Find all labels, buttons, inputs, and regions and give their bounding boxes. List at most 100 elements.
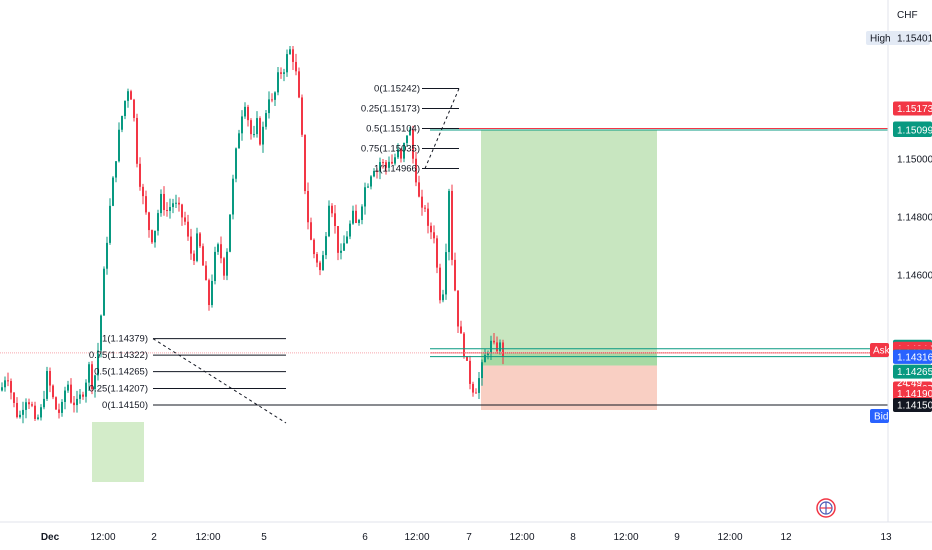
time-tick-label: Dec: [41, 532, 60, 543]
candle: [361, 204, 363, 225]
fib-retracements[interactable]: 1(1.14379) 0.75(1.14322) 0.5(1.14265) 0.25(…: [89, 84, 460, 424]
candle: [247, 104, 249, 127]
candle: [499, 339, 501, 355]
time-axis-panel[interactable]: [0, 522, 932, 550]
candle-body: [97, 350, 99, 376]
candle-body: [124, 100, 126, 117]
candle-body: [367, 186, 369, 188]
candle-body: [139, 163, 141, 187]
candle-body: [43, 398, 45, 408]
candle-body: [34, 405, 36, 419]
candle-body: [475, 392, 477, 394]
bid-label: Bid: [874, 412, 888, 423]
candle-body: [1, 387, 3, 391]
candle-body: [10, 381, 12, 393]
candle-body: [340, 250, 342, 253]
candle-body: [46, 371, 48, 399]
candle: [412, 125, 414, 164]
candle: [496, 336, 498, 354]
candle-body: [250, 120, 252, 135]
candle-body: [241, 116, 243, 134]
price-tick-label: 1.14800: [897, 213, 932, 224]
candle: [301, 94, 303, 137]
price-badge: 1.15173: [893, 101, 932, 116]
candle: [100, 314, 102, 358]
candle-body: [25, 402, 27, 410]
candle: [397, 143, 399, 160]
candle-body: [343, 243, 345, 251]
stop-loss-zone: [481, 365, 657, 410]
tradingview-logo-icon[interactable]: [816, 498, 836, 518]
candle-body: [28, 402, 30, 405]
candle-body: [382, 162, 384, 164]
candle-body: [82, 394, 84, 397]
candle: [196, 227, 198, 263]
candle: [451, 184, 453, 266]
candle-body: [352, 210, 354, 224]
candle: [4, 376, 6, 392]
candle: [319, 260, 321, 276]
candle: [409, 126, 411, 136]
candle: [7, 372, 9, 387]
price-axis-panel[interactable]: [888, 0, 932, 522]
candle-body: [199, 233, 201, 247]
candle: [424, 205, 426, 212]
candle: [385, 160, 387, 175]
time-tick-label: 12:00: [717, 532, 742, 543]
candle-body: [415, 158, 417, 183]
candle: [418, 175, 420, 198]
candle-body: [265, 113, 267, 127]
high-badge-value: 1.15401: [897, 34, 932, 45]
price-badge-bg: [893, 349, 932, 364]
candle-body: [457, 290, 459, 327]
horizontal-lines[interactable]: [0, 128, 888, 406]
candle: [274, 91, 276, 107]
candle: [181, 203, 183, 226]
candle: [166, 202, 168, 217]
candle-body: [469, 360, 471, 384]
candle-body: [334, 213, 336, 227]
candle: [205, 261, 207, 281]
candle-body: [289, 49, 291, 55]
candle-body: [358, 219, 360, 223]
candle-body: [118, 129, 120, 162]
candle: [64, 386, 66, 410]
candle: [130, 89, 132, 100]
candle-body: [388, 161, 390, 168]
candle-body: [439, 267, 441, 301]
candle-body: [166, 210, 168, 212]
candle-body: [394, 157, 396, 164]
candle-body: [160, 193, 162, 214]
candle-body: [376, 170, 378, 172]
candle: [178, 197, 180, 212]
high-badge-label: High: [870, 34, 891, 45]
candle: [337, 225, 339, 261]
candle: [307, 182, 309, 230]
candle-body: [211, 280, 213, 306]
candle: [19, 410, 21, 419]
candle: [1, 382, 3, 392]
candle: [193, 250, 195, 265]
candle-body: [172, 203, 174, 208]
candle: [478, 371, 480, 399]
candle: [25, 398, 27, 419]
candle: [298, 67, 300, 99]
candle-body: [226, 251, 228, 276]
candle: [352, 205, 354, 225]
price-badge-text: 1.14316: [897, 352, 932, 363]
candle: [439, 263, 441, 304]
candle-body: [193, 253, 195, 261]
candle-body: [178, 202, 180, 205]
candle-body: [37, 417, 39, 419]
position-zones[interactable]: [92, 130, 657, 482]
candle: [121, 115, 123, 133]
candle-body: [331, 205, 333, 214]
candle-body: [301, 97, 303, 135]
candle: [481, 359, 483, 386]
candle: [271, 93, 273, 103]
candle: [40, 404, 42, 421]
candle-body: [127, 91, 129, 101]
candle: [175, 194, 177, 208]
